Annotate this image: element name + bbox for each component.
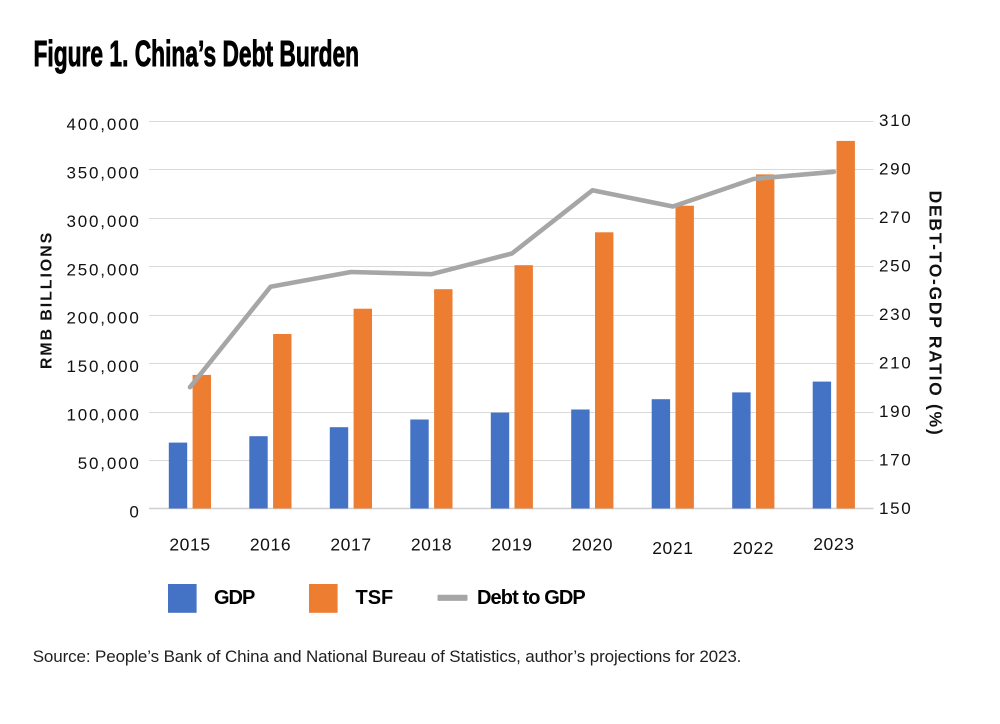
svg-text:310: 310 xyxy=(879,111,912,130)
svg-text:0: 0 xyxy=(129,503,140,522)
svg-text:2022: 2022 xyxy=(733,538,774,558)
svg-text:350,000: 350,000 xyxy=(67,163,141,182)
svg-text:Source: People’s Bank of China: Source: People’s Bank of China and Natio… xyxy=(33,647,742,666)
svg-text:290: 290 xyxy=(879,159,912,178)
svg-text:Debt to GDP: Debt to GDP xyxy=(477,587,585,609)
svg-text:100,000: 100,000 xyxy=(67,406,141,425)
svg-text:RMB BILLIONS: RMB BILLIONS xyxy=(38,231,55,369)
svg-text:2020: 2020 xyxy=(572,535,613,555)
svg-text:2021: 2021 xyxy=(652,538,693,558)
svg-text:Figure 1. China’s Debt Burden: Figure 1. China’s Debt Burden xyxy=(34,35,360,74)
svg-text:270: 270 xyxy=(879,208,912,227)
svg-text:190: 190 xyxy=(879,402,912,421)
svg-text:200,000: 200,000 xyxy=(67,309,141,328)
svg-text:DEBT-TO-GDP RATIO (%): DEBT-TO-GDP RATIO (%) xyxy=(926,191,946,437)
svg-text:210: 210 xyxy=(879,353,912,372)
svg-text:TSF: TSF xyxy=(356,587,394,609)
svg-text:250: 250 xyxy=(879,256,912,275)
svg-text:150: 150 xyxy=(879,499,912,518)
svg-text:50,000: 50,000 xyxy=(78,454,141,473)
svg-text:2017: 2017 xyxy=(330,535,371,555)
svg-text:170: 170 xyxy=(879,450,912,469)
svg-text:2015: 2015 xyxy=(169,535,210,555)
svg-text:2016: 2016 xyxy=(250,535,291,555)
svg-text:230: 230 xyxy=(879,305,912,324)
svg-text:400,000: 400,000 xyxy=(67,115,141,134)
svg-text:250,000: 250,000 xyxy=(67,260,141,279)
svg-text:GDP: GDP xyxy=(214,587,255,609)
svg-text:2019: 2019 xyxy=(491,535,532,555)
svg-text:2018: 2018 xyxy=(411,535,452,555)
svg-text:2023: 2023 xyxy=(813,534,854,554)
svg-text:150,000: 150,000 xyxy=(67,357,141,376)
svg-text:300,000: 300,000 xyxy=(67,212,141,231)
